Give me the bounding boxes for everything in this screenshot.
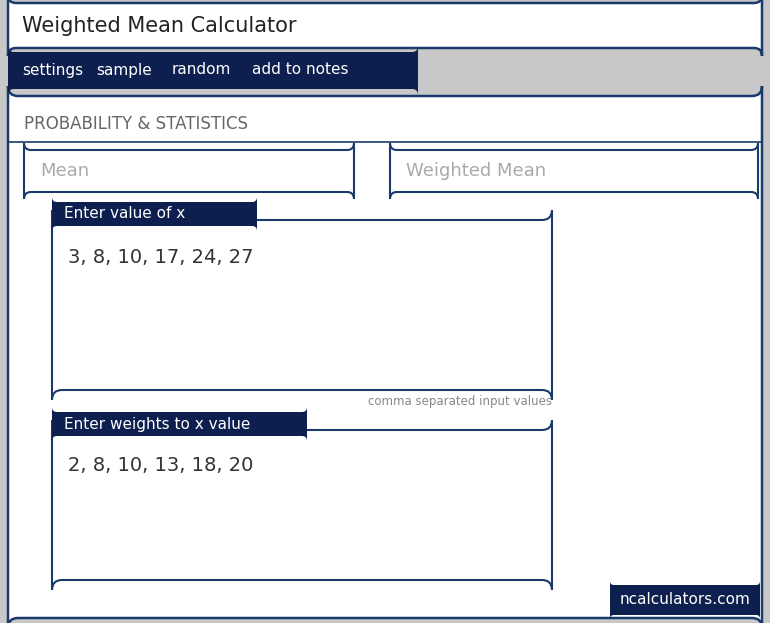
FancyBboxPatch shape [52, 407, 307, 441]
FancyBboxPatch shape [8, 46, 418, 95]
Text: 3, 8, 10, 17, 24, 27: 3, 8, 10, 17, 24, 27 [68, 248, 253, 267]
Text: PROBABILITY & STATISTICS: PROBABILITY & STATISTICS [24, 115, 248, 133]
Text: 2, 8, 10, 13, 18, 20: 2, 8, 10, 13, 18, 20 [68, 456, 253, 475]
Text: Weighted Mean Calculator: Weighted Mean Calculator [22, 16, 296, 36]
Text: settings: settings [22, 62, 83, 77]
Text: Enter weights to x value: Enter weights to x value [64, 417, 250, 432]
Text: Weighted Mean: Weighted Mean [406, 162, 546, 180]
FancyBboxPatch shape [610, 581, 760, 619]
Text: random: random [172, 62, 231, 77]
FancyBboxPatch shape [52, 197, 257, 231]
FancyBboxPatch shape [24, 143, 354, 199]
FancyBboxPatch shape [390, 143, 758, 199]
Text: comma separated input values: comma separated input values [368, 395, 552, 408]
FancyBboxPatch shape [8, 86, 762, 623]
Text: ncalculators.com: ncalculators.com [620, 592, 751, 607]
Text: Mean: Mean [40, 162, 89, 180]
Text: Enter value of x: Enter value of x [64, 206, 186, 222]
FancyBboxPatch shape [8, 0, 762, 56]
Text: add to notes: add to notes [252, 62, 349, 77]
Text: sample: sample [96, 62, 152, 77]
FancyBboxPatch shape [52, 420, 552, 590]
FancyBboxPatch shape [52, 210, 552, 400]
